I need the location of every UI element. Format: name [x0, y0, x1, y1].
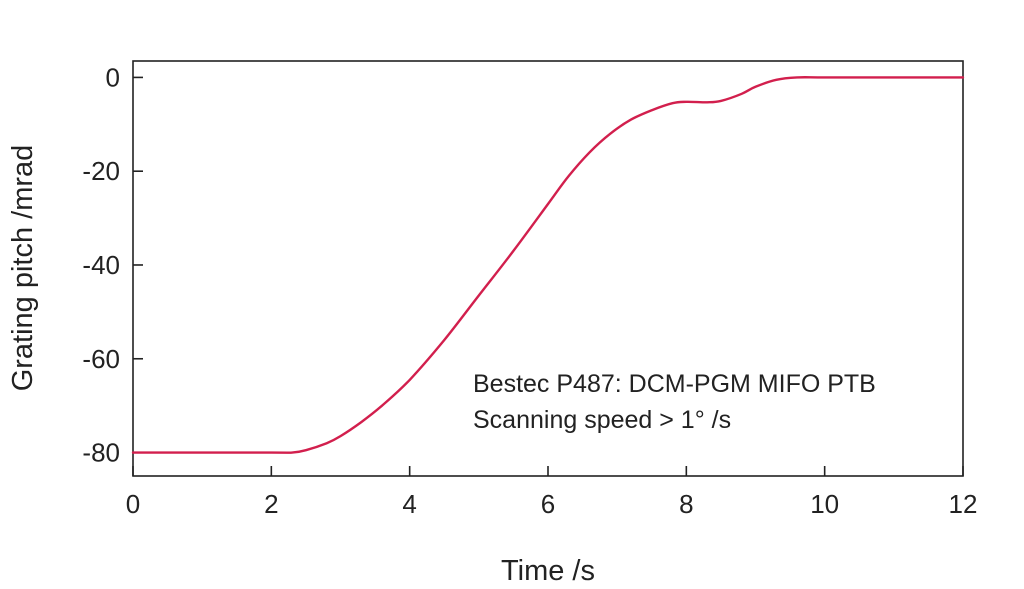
- x-axis-title: Time /s: [501, 555, 595, 587]
- x-tick-label: 0: [126, 489, 140, 519]
- y-axis: 0 -20 -40 -60 -80: [82, 62, 143, 468]
- annotation-line-2: Scanning speed > 1° /s: [473, 406, 731, 434]
- y-axis-title: Grating pitch /mrad: [7, 145, 39, 392]
- y-tick-label: 0: [106, 62, 120, 92]
- x-axis: 0 2 4 6 8 10 12: [126, 466, 978, 519]
- x-tick-label: 12: [949, 489, 978, 519]
- x-tick-label: 4: [402, 489, 416, 519]
- y-tick-label: -60: [82, 344, 120, 374]
- series-line: [131, 76, 965, 454]
- x-tick-label: 6: [541, 489, 555, 519]
- x-tick-label: 8: [679, 489, 693, 519]
- y-tick-label: -80: [82, 438, 120, 468]
- x-tick-label: 10: [810, 489, 839, 519]
- annotation-line-1: Bestec P487: DCM-PGM MIFO PTB: [473, 370, 876, 398]
- y-tick-label: -20: [82, 156, 120, 186]
- y-tick-label: -40: [82, 250, 120, 280]
- x-tick-label: 2: [264, 489, 278, 519]
